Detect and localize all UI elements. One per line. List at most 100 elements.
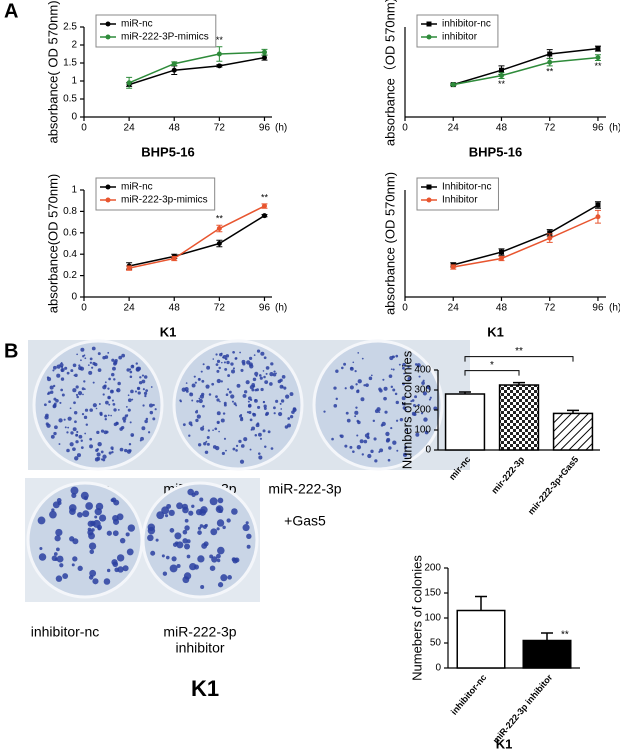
y-tick-label: 0 [71, 112, 77, 123]
colony [58, 443, 61, 446]
colony [422, 379, 425, 382]
colony [171, 556, 177, 562]
colony [181, 387, 186, 392]
colony [216, 369, 220, 373]
colony [232, 367, 236, 370]
colony [96, 524, 103, 530]
colony [73, 401, 76, 405]
colony [147, 534, 154, 542]
colony [130, 389, 134, 394]
y-axis-label: absorbance( OD 570nm) [45, 0, 60, 143]
y-tick-label: 0.8 [63, 206, 77, 217]
colony [75, 385, 79, 389]
colony [63, 418, 66, 421]
colony [139, 376, 142, 379]
colony [61, 368, 64, 371]
colony [211, 382, 215, 386]
colony [191, 504, 195, 508]
colony [84, 432, 87, 435]
colony [112, 366, 116, 371]
x-tick-label: 96 [592, 123, 604, 134]
colony [77, 565, 83, 571]
colony [105, 430, 109, 434]
colony [333, 386, 337, 390]
colony [216, 359, 221, 363]
colony [89, 437, 93, 441]
colony [104, 414, 107, 418]
colony [420, 412, 424, 415]
colony [88, 370, 93, 375]
colony [52, 365, 57, 370]
colony [59, 401, 62, 404]
colony [363, 384, 366, 387]
colony [242, 362, 246, 366]
plate-label: miR-222-3p [163, 624, 236, 640]
colony [208, 393, 212, 396]
colony [144, 419, 148, 424]
colony [66, 448, 70, 453]
colony [127, 524, 136, 532]
colony [279, 402, 282, 405]
colony [84, 357, 87, 360]
colony [370, 449, 374, 454]
colony [120, 425, 125, 430]
colony [194, 490, 199, 496]
colony [225, 449, 227, 452]
colony [62, 573, 69, 579]
colony [47, 392, 50, 396]
x-tick-label: 72 [214, 123, 226, 134]
x-tick-label: mir-222-3p+Gas5 [526, 454, 580, 516]
colony [37, 516, 46, 525]
colony [183, 572, 192, 580]
colony [365, 383, 369, 388]
colony [203, 442, 207, 446]
colony [78, 366, 83, 371]
colony [51, 508, 55, 512]
colony [216, 527, 220, 531]
colony [202, 404, 205, 408]
significance-bracket [464, 370, 520, 376]
colony [428, 398, 431, 401]
colony [161, 554, 165, 558]
colony [205, 384, 210, 389]
colony [201, 379, 205, 383]
colony [383, 396, 387, 401]
colony [233, 402, 237, 406]
colony [220, 380, 223, 383]
colony [187, 488, 194, 496]
colony [401, 402, 405, 406]
colony [219, 509, 223, 514]
colony [174, 532, 182, 540]
colony [356, 389, 360, 392]
bar [456, 609, 506, 669]
colony [367, 453, 372, 459]
colony [54, 535, 61, 542]
marker [171, 255, 177, 261]
x-tick-label: miR-222-3p inhibitor [491, 672, 555, 745]
colony [105, 400, 109, 405]
annotation: ** [498, 79, 506, 89]
y-tick-label: 0.2 [63, 270, 77, 281]
colony [184, 518, 189, 523]
colony [195, 418, 199, 423]
colony [126, 548, 134, 556]
colony [155, 538, 159, 542]
colony [214, 427, 218, 431]
colony [200, 426, 205, 431]
colony [289, 414, 294, 419]
colony [74, 420, 77, 424]
colony [140, 436, 144, 441]
plate [312, 339, 444, 471]
legend-label: inhibitor-nc [442, 19, 491, 30]
colony [209, 565, 216, 571]
x-unit: (h) [275, 123, 287, 134]
marker [547, 51, 553, 57]
y-axis-label: absorbance(OD 570nm) [45, 174, 60, 313]
colony [292, 407, 297, 412]
colony [122, 416, 127, 421]
y-axis-label: absorbance (OD 570nm) [382, 172, 397, 315]
colony [134, 390, 138, 393]
marker [595, 46, 601, 52]
legend-marker [105, 21, 111, 27]
colony [215, 363, 219, 366]
